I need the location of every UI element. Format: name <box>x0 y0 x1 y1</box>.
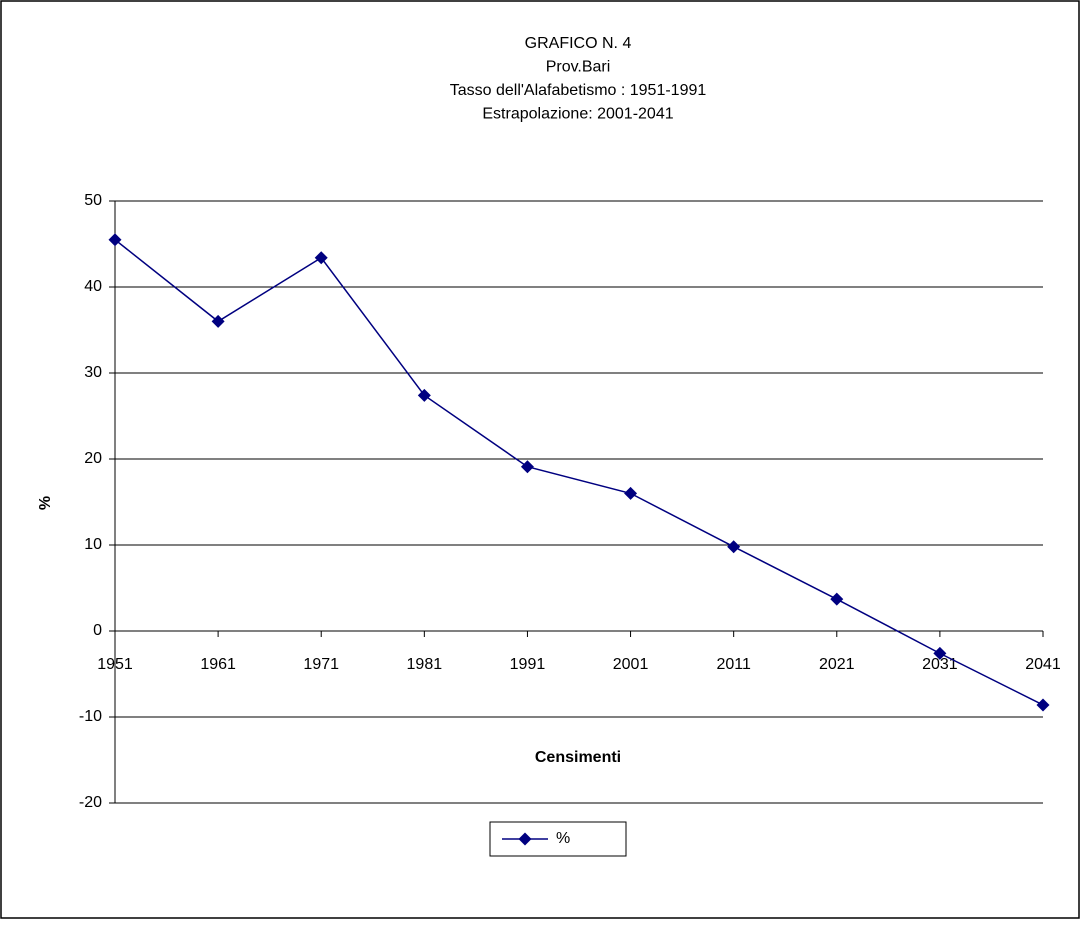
chart-title: Prov.Bari <box>546 59 611 76</box>
x-tick-label: 1981 <box>407 656 443 673</box>
y-tick-label: 40 <box>84 278 102 295</box>
marker <box>1036 698 1050 712</box>
x-tick-label: 2031 <box>922 656 958 673</box>
y-tick-label: 30 <box>84 364 102 381</box>
marker <box>520 460 534 474</box>
chart-title: GRAFICO N. 4 <box>525 35 632 52</box>
y-axis-label: % <box>37 496 54 510</box>
x-tick-label: 1951 <box>97 656 133 673</box>
y-tick-label: 10 <box>84 536 102 553</box>
x-tick-label: 2041 <box>1025 656 1061 673</box>
x-tick-label: 2011 <box>716 656 751 673</box>
marker <box>933 646 947 660</box>
x-tick-label: 1971 <box>303 656 339 673</box>
marker <box>108 233 122 247</box>
legend-label: % <box>556 830 570 847</box>
marker <box>314 251 328 265</box>
marker <box>417 388 431 402</box>
chart-title: Tasso dell'Alafabetismo : 1951-1991 <box>450 82 707 99</box>
x-tick-label: 2001 <box>613 656 649 673</box>
line <box>114 239 1044 706</box>
y-tick-label: 0 <box>93 622 102 639</box>
x-tick-label: 1991 <box>510 656 546 673</box>
y-tick-label: 50 <box>84 192 102 209</box>
marker <box>211 314 225 328</box>
y-tick-label: -20 <box>79 794 102 811</box>
marker <box>624 486 638 500</box>
x-tick-label: 1961 <box>200 656 236 673</box>
legend-marker <box>518 832 532 846</box>
chart-title: Estrapolazione: 2001-2041 <box>482 106 673 123</box>
x-tick-label: 2021 <box>819 656 855 673</box>
marker <box>727 540 741 554</box>
marker <box>830 592 844 606</box>
x-axis-label: Censimenti <box>535 749 621 766</box>
y-tick-label: -10 <box>79 708 102 725</box>
y-tick-label: 20 <box>84 450 102 467</box>
